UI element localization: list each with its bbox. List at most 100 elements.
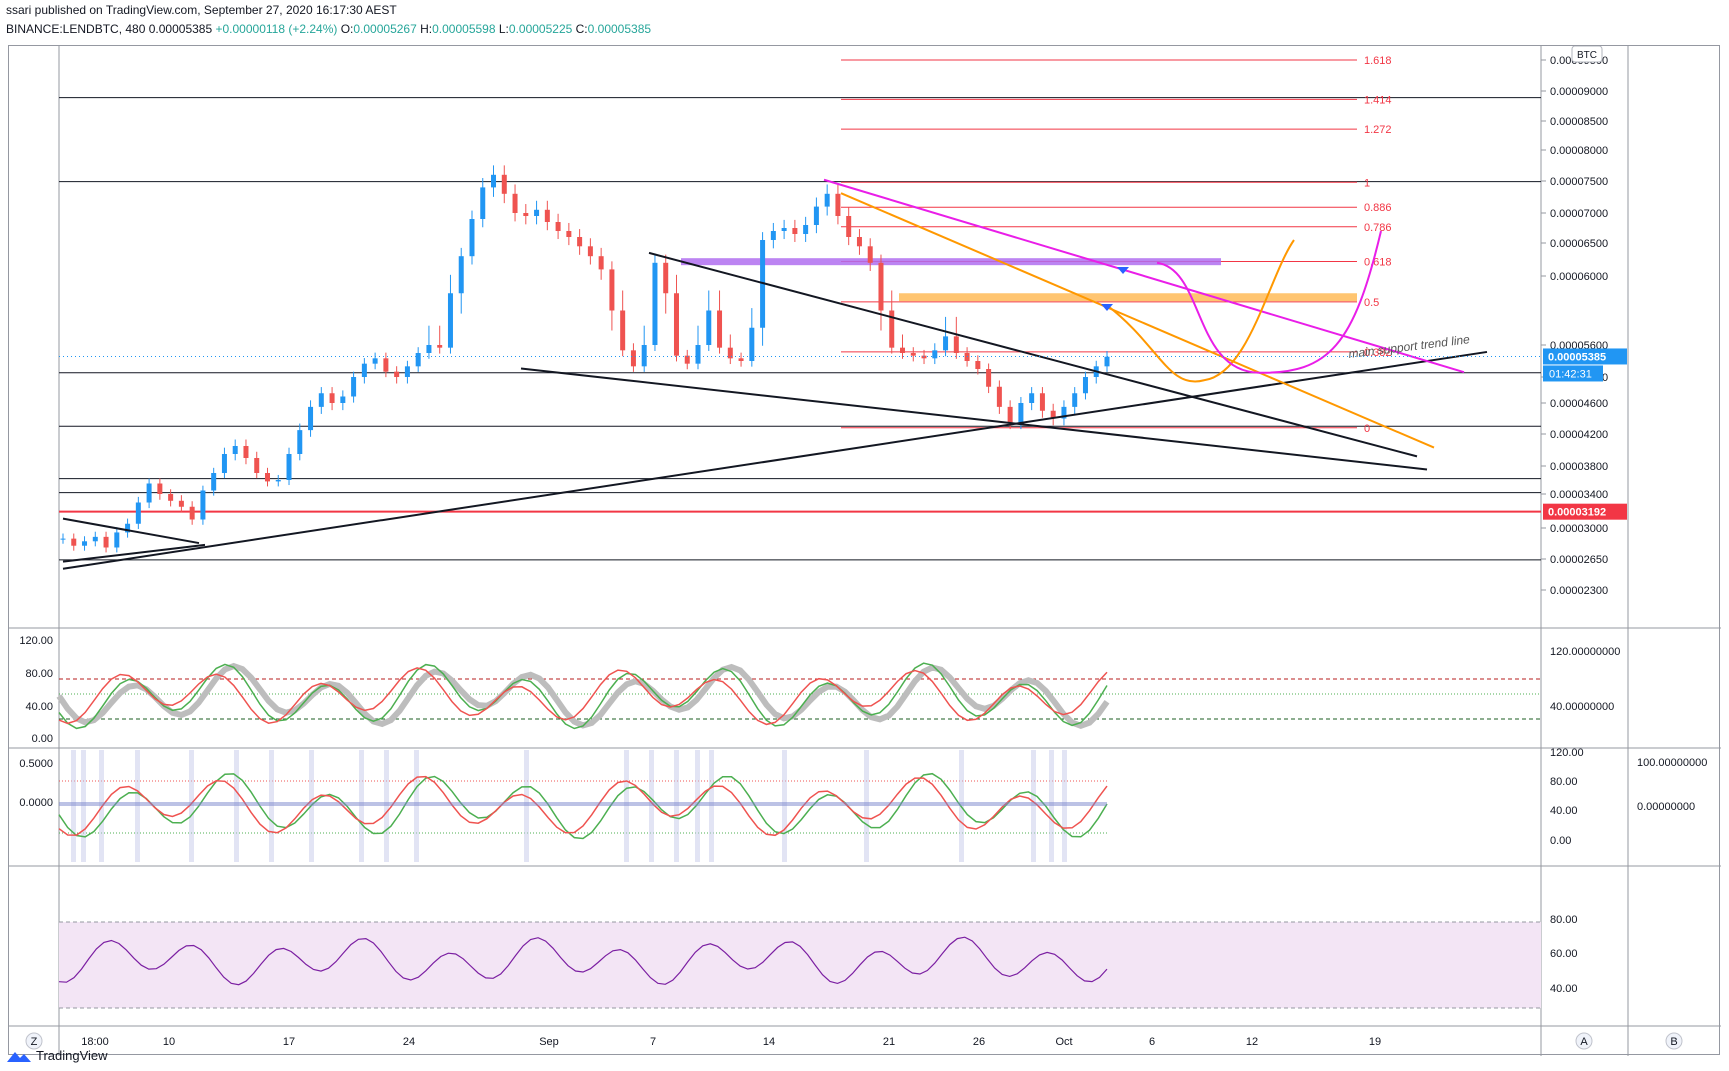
- chart-container[interactable]: 1.618 1.414 1.272 1 0.886 0.786 0.618 0.5 0.382 0…: [8, 45, 1721, 1056]
- stoch-left-label-3: 0.00: [32, 733, 53, 745]
- close-label: C:: [575, 22, 588, 36]
- magenta-trend-line: [823, 178, 1465, 374]
- orange-projection-curve: [1106, 239, 1295, 383]
- candle-body-13: [200, 490, 206, 520]
- candle-body-56: [663, 262, 669, 294]
- auto-scale-button[interactable]: [1575, 1032, 1593, 1050]
- candle-body-33: [415, 353, 421, 367]
- high-label: H:: [420, 22, 433, 36]
- candle-body-70: [813, 206, 819, 225]
- open-value: 0.00005267: [353, 22, 417, 36]
- stoch-histogram-band: [56, 662, 1110, 730]
- time-label-12: 19: [1369, 1036, 1381, 1048]
- fib-label-5: 0.786: [1364, 222, 1392, 234]
- chart-svg[interactable]: 1.618 1.414 1.272 1 0.886 0.786 0.618 0.5 0.382 0…: [9, 45, 1721, 1056]
- candle-body-73: [846, 216, 852, 237]
- candle-body-62: [727, 347, 733, 359]
- fib-label-8: 0.382: [1364, 347, 1392, 359]
- descending-channel-top: [648, 251, 1418, 458]
- candle-body-69: [803, 225, 809, 234]
- candle-body-81: [932, 350, 938, 359]
- candle-body-32: [404, 366, 410, 377]
- fib-label-2: 1.272: [1364, 124, 1392, 136]
- currency-badge: [1571, 45, 1603, 63]
- candle-body-6: [125, 523, 131, 533]
- candle-body-25: [329, 393, 335, 403]
- signal-arrow-1: [1117, 267, 1129, 274]
- candle-body-85: [975, 361, 981, 369]
- candle-body-48: [577, 237, 583, 247]
- candle-body-51: [609, 269, 615, 311]
- candle-body-41: [501, 174, 507, 194]
- price-label-10: 0.00004600: [1550, 398, 1608, 410]
- symbol-label: BINANCE:LENDBTC, 480: [6, 22, 146, 36]
- candle-body-23: [308, 406, 314, 431]
- price-label-1: 0.00009000: [1550, 86, 1608, 98]
- candle-body-14: [211, 473, 217, 491]
- candle-body-95: [1082, 377, 1088, 394]
- stoch-left-label-2: 40.00: [25, 701, 53, 713]
- stoch-rsi-pane[interactable]: [58, 750, 1108, 862]
- candle-body-16: [232, 446, 238, 454]
- price-label-13: 0.00003400: [1550, 489, 1608, 501]
- last-price-label: 0.00005385: [148, 22, 213, 36]
- rsi-pane[interactable]: [58, 921, 1541, 1009]
- candle-body-42: [512, 193, 518, 213]
- srsi-histogram: [59, 802, 1107, 806]
- candle-body-92: [1050, 410, 1056, 419]
- price-label-12: 0.00003800: [1550, 461, 1608, 473]
- rsi-line: [58, 936, 1108, 986]
- change-label: +0.00000118 (+2.24%): [215, 22, 338, 36]
- price-label-6: 0.00006500: [1550, 238, 1608, 250]
- candle-body-34: [426, 345, 432, 353]
- candle-body-36: [447, 293, 453, 348]
- stochastic-pane[interactable]: [56, 662, 1541, 730]
- rsi-label-0: 80.00: [1550, 914, 1578, 926]
- candle-body-55: [652, 262, 658, 345]
- stoch-right-label-0: 120.00000000: [1550, 646, 1620, 658]
- tradingview-logo[interactable]: TradingView: [6, 1048, 108, 1063]
- candle-body-63: [738, 358, 744, 361]
- candle-body-15: [221, 454, 227, 473]
- price-label-16: 0.00002300: [1550, 585, 1608, 597]
- candle-body-74: [856, 237, 862, 247]
- candle-body-89: [1018, 403, 1024, 423]
- timezone-button[interactable]: [25, 1032, 43, 1050]
- srsi-left-label-1: 0.0000: [19, 797, 53, 809]
- candle-body-72: [835, 193, 841, 216]
- low-value: 0.00005225: [508, 22, 573, 36]
- price-label-15: 0.00002650: [1550, 554, 1608, 566]
- price-label-2: 0.00008500: [1550, 116, 1608, 128]
- price-label-3: 0.00008000: [1550, 145, 1608, 157]
- candle-body-52: [620, 310, 626, 351]
- timezone-button-label: Z: [31, 1036, 38, 1048]
- candle-body-50: [598, 256, 604, 270]
- candle-body-67: [781, 228, 787, 231]
- main-support-trend-line: [62, 350, 1488, 570]
- time-label-0: 18:00: [81, 1036, 109, 1048]
- candle-body-8: [146, 483, 152, 503]
- price-pane[interactable]: 1.618 1.414 1.272 1 0.886 0.786 0.618 0.5 0.382 0…: [59, 55, 1541, 570]
- alert-price-badge: [1543, 503, 1627, 520]
- time-label-8: 26: [973, 1036, 985, 1048]
- candle-body-93: [1061, 406, 1067, 419]
- srsi-mid-label-0: 120.00: [1550, 747, 1584, 759]
- rsi-label-2: 40.00: [1550, 983, 1578, 995]
- secondary-scale-button[interactable]: [1665, 1032, 1683, 1050]
- fib-label-3: 1: [1364, 177, 1370, 189]
- publish-info: ssari published on TradingView.com, Sept…: [6, 3, 397, 17]
- candle-body-97: [1104, 356, 1110, 367]
- last-price-badge: [1543, 348, 1627, 365]
- candle-body-87: [996, 386, 1002, 407]
- candle-body-86: [986, 369, 992, 387]
- candle-body-29: [372, 358, 378, 364]
- stoch-d-line: [58, 667, 1108, 726]
- candle-body-43: [523, 213, 529, 216]
- candle-body-2: [82, 541, 88, 546]
- candle-body-7: [135, 502, 141, 524]
- currency-badge-label: BTC: [1577, 50, 1597, 61]
- fib-label-7: 0.5: [1364, 297, 1379, 309]
- stoch-left-label-1: 80.00: [25, 668, 53, 680]
- srsi-mid-label-1: 80.00: [1550, 776, 1578, 788]
- countdown-badge: [1543, 365, 1603, 382]
